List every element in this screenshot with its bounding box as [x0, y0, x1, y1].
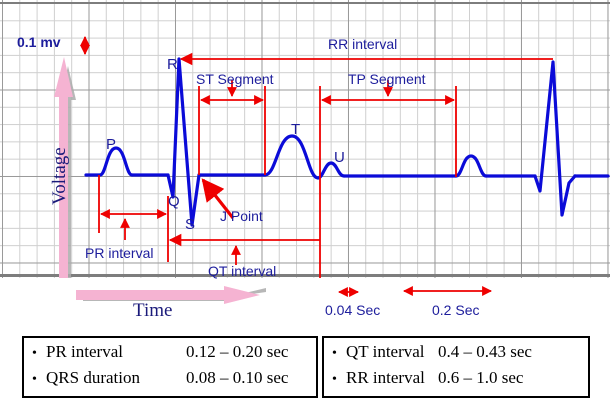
fact-label: PR interval: [46, 342, 123, 361]
rr-interval-label: RR interval: [328, 36, 398, 52]
bullet-icon: •: [332, 346, 337, 361]
j-point-label: J Point: [220, 208, 263, 224]
bullet-icon: •: [32, 372, 37, 387]
ecg-trace-t-wave: [263, 134, 320, 180]
p-wave-label: P: [106, 136, 117, 153]
fact-value: 0.6 – 1.0 sec: [438, 368, 524, 387]
fact-value: 0.4 – 0.43 sec: [438, 342, 532, 361]
j-point-arrow: [201, 178, 235, 219]
s-wave-label: S: [185, 216, 196, 233]
r-wave-label: R: [167, 56, 178, 73]
ecg-trace-qrs-complex: [166, 57, 201, 227]
grid-bottom-border: [0, 274, 610, 277]
t-wave-label: T: [291, 121, 301, 138]
time-arrow: [76, 286, 260, 304]
grid-top-border: [0, 2, 610, 4]
ecg-grid-paper: [0, 0, 610, 278]
tp-segment-label: TP Segment: [348, 71, 426, 87]
fact-row: • RR interval 0.6 – 1.0 sec: [332, 368, 582, 394]
bullet-icon: •: [332, 372, 337, 387]
mv-calibration-label: 0.1 mv: [17, 34, 61, 50]
fact-box-left: • PR interval 0.12 – 0.20 sec • QRS dura…: [22, 336, 318, 398]
fact-label: QRS duration: [46, 368, 140, 387]
fact-label: QT interval: [346, 342, 425, 361]
ecg-trace-qrs-complex-2: [533, 60, 577, 217]
fact-row: • QRS duration 0.08 – 0.10 sec: [32, 368, 310, 394]
st-segment-label: ST Segment: [196, 71, 274, 87]
fact-box-right: • QT interval 0.4 – 0.43 sec • RR interv…: [322, 336, 590, 398]
fact-value: 0.08 – 0.10 sec: [186, 368, 289, 387]
fact-label: RR interval: [346, 368, 425, 387]
bullet-icon: •: [32, 346, 37, 361]
ecg-trace-u-wave: [316, 161, 346, 180]
small-box-duration-label: 0.04 Sec: [325, 302, 381, 318]
ecg-trace-p-wave: [98, 146, 134, 177]
fact-row: • QT interval 0.4 – 0.43 sec: [332, 342, 582, 368]
time-axis-label: Time: [133, 300, 173, 321]
large-box-duration-label: 0.2 Sec: [432, 302, 480, 318]
fact-boxes: • PR interval 0.12 – 0.20 sec • QRS dura…: [0, 336, 610, 400]
fact-row: • PR interval 0.12 – 0.20 sec: [32, 342, 310, 368]
q-wave-label: Q: [168, 193, 180, 210]
u-wave-label: U: [334, 149, 345, 166]
ecg-trace-p-wave-2: [454, 154, 488, 178]
voltage-axis-label: Voltage: [49, 147, 70, 205]
qt-interval-label: QT interval: [208, 263, 277, 279]
fact-value: 0.12 – 0.20 sec: [186, 342, 289, 361]
pr-interval-label: PR interval: [85, 245, 154, 261]
voltage-arrow: [54, 57, 73, 278]
